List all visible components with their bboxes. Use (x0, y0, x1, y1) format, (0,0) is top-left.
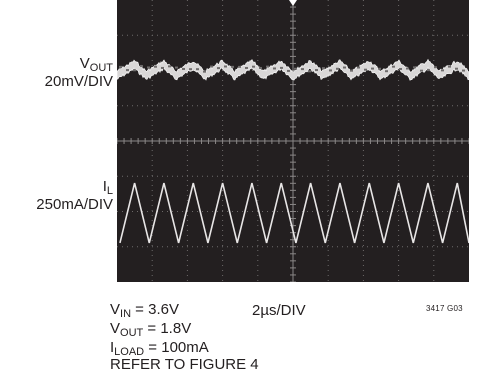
ripple-speckle (357, 66, 360, 69)
ripple-speckle (434, 66, 437, 69)
vout-ripple-trace (117, 58, 469, 81)
ch2-label: IL 250mA/DIV (36, 178, 113, 214)
ripple-speckle (231, 65, 234, 68)
condition-iload: ILOAD = 100mA (110, 339, 209, 358)
ripple-speckle (371, 67, 374, 70)
ch1-name: VOUT (79, 55, 113, 74)
ripple-speckle (154, 65, 157, 68)
ripple-speckle (406, 67, 409, 70)
ripple-speckle (252, 65, 255, 68)
ripple-speckle (266, 65, 269, 68)
ripple-speckle (287, 69, 290, 72)
oscilloscope-display (117, 0, 469, 282)
ripple-speckle (133, 69, 136, 72)
figure-code: 3417 G03 (426, 304, 463, 313)
ripple-speckle (294, 67, 297, 70)
ripple-speckle (161, 66, 164, 69)
ripple-speckle (336, 67, 339, 70)
timebase-label: 2µs/DIV (252, 302, 306, 319)
ch2-name: IL (102, 178, 113, 197)
trigger-marker (289, 0, 297, 6)
ripple-speckle (119, 65, 122, 68)
ripple-speckle (350, 69, 353, 72)
ripple-speckle (182, 67, 185, 70)
ripple-speckle (189, 68, 192, 71)
ch1-scale: 20mV/DIV (44, 73, 113, 90)
ch2-scale: 250mA/DIV (36, 196, 113, 213)
condition-vin: VIN = 3.6V (110, 301, 179, 320)
ripple-speckle (420, 69, 423, 72)
ripple-speckle (448, 65, 451, 68)
ripple-speckle (315, 69, 318, 72)
ripple-speckle (140, 65, 143, 68)
condition-vout: VOUT = 1.8V (110, 320, 192, 339)
scope-traces (117, 58, 469, 244)
ripple-speckle (427, 69, 430, 72)
ripple-speckle (301, 68, 304, 71)
condition-refer: REFER TO FIGURE 4 (110, 356, 259, 373)
ripple-speckle (462, 69, 465, 72)
ripple-speckle (238, 65, 241, 68)
ripple-speckle (385, 70, 388, 73)
inductor-current-trace (119, 182, 469, 244)
ripple-speckle (196, 68, 199, 71)
ripple-speckle (217, 67, 220, 70)
ripple-speckle (364, 68, 367, 71)
ch1-label: VOUT 20mV/DIV (45, 55, 113, 91)
ripple-speckle (147, 66, 150, 69)
ripple-speckle (245, 66, 248, 69)
ripple-speckle (441, 69, 444, 72)
ripple-speckle (259, 66, 262, 69)
ripple-speckle (392, 65, 395, 68)
ripple-speckle (273, 67, 276, 70)
ripple-speckle (455, 67, 458, 70)
ripple-speckle (175, 66, 178, 69)
ripple-speckle (308, 70, 311, 73)
scope-grid (117, 0, 469, 282)
ripple-speckle (210, 65, 213, 68)
ripple-speckle (399, 67, 402, 70)
ripple-speckle (224, 65, 227, 68)
ripple-speckle (126, 69, 129, 72)
ripple-speckle (280, 66, 283, 69)
ripple-speckle (413, 66, 416, 69)
ripple-speckle (378, 67, 381, 70)
ripple-speckle (329, 69, 332, 72)
ripple-speckle (168, 65, 171, 68)
ripple-speckle (343, 66, 346, 69)
ripple-speckle (322, 67, 325, 70)
ripple-speckle (203, 70, 206, 73)
